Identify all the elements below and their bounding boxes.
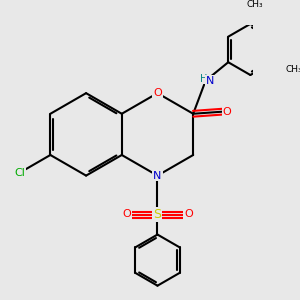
Text: CH₃: CH₃	[286, 65, 300, 74]
Text: N: N	[206, 76, 215, 86]
Text: CH₃: CH₃	[246, 0, 263, 9]
Text: S: S	[154, 208, 161, 221]
Text: Cl: Cl	[15, 167, 26, 178]
Text: O: O	[184, 209, 193, 219]
Text: O: O	[122, 209, 131, 219]
Text: N: N	[153, 171, 162, 181]
Text: O: O	[223, 107, 231, 117]
Text: O: O	[153, 88, 162, 98]
Text: H: H	[200, 74, 207, 84]
